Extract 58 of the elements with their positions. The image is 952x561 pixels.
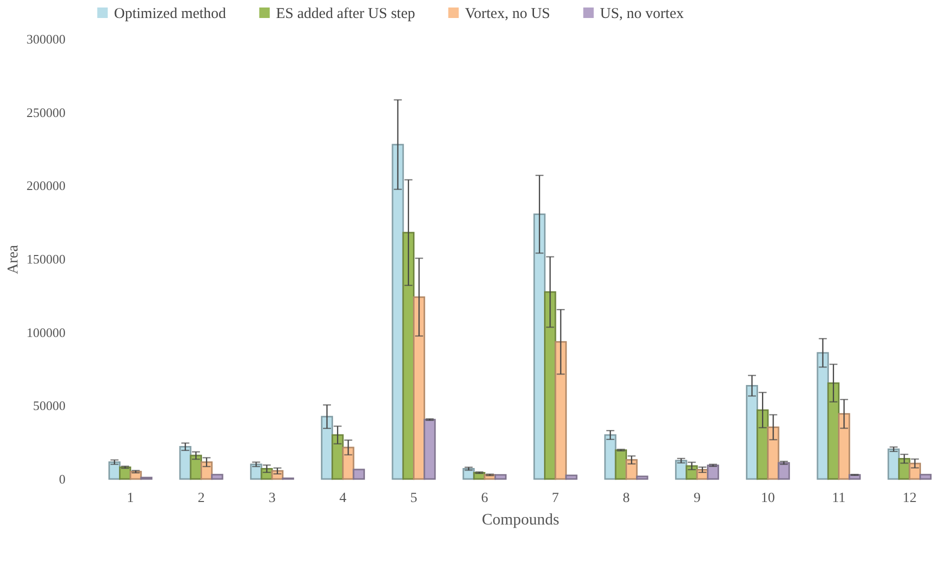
x-tick-label: 5 [410, 491, 418, 506]
bar [604, 434, 616, 480]
y-tick-label: 50000 [33, 398, 66, 414]
bar [778, 462, 790, 480]
legend-label: Vortex, no US [465, 6, 550, 22]
bar [179, 446, 192, 480]
y-tick-label: 250000 [26, 104, 66, 120]
bar [392, 144, 404, 480]
bar [686, 465, 698, 480]
bar [626, 459, 638, 480]
bar [200, 461, 213, 480]
bar [756, 409, 769, 480]
x-axis-title: Compounds [482, 512, 560, 528]
y-tick-label: 100000 [26, 324, 66, 340]
bar [352, 468, 365, 480]
y-tick-label: 200000 [26, 178, 66, 194]
bar [544, 291, 556, 480]
x-tick-label: 1 [126, 491, 134, 506]
x-tick-label: 8 [622, 491, 630, 506]
bar [211, 474, 224, 480]
bar [533, 214, 546, 480]
x-tick-label: 10 [760, 491, 775, 506]
bar [332, 434, 344, 480]
x-tick-label: 9 [694, 491, 701, 506]
legend-label: Optimized method [114, 6, 227, 22]
bar [706, 464, 720, 480]
x-tick-label: 2 [198, 491, 205, 506]
bar [424, 418, 436, 480]
bar [342, 446, 354, 480]
bar [636, 476, 648, 480]
y-tick-label: 0 [59, 472, 66, 486]
legend-label: US, no vortex [600, 6, 684, 22]
bar [614, 449, 627, 480]
bar [908, 462, 921, 480]
bar [838, 413, 850, 480]
y-tick-label: 300000 [26, 32, 66, 46]
bar [816, 352, 829, 480]
x-tick-label: 6 [481, 491, 488, 506]
bar [898, 458, 910, 480]
bar [320, 416, 334, 480]
bar [250, 464, 262, 480]
legend-label: ES added after US step [276, 6, 416, 22]
x-tick-label: 7 [552, 491, 559, 506]
bar [494, 474, 507, 480]
x-tick-label: 3 [268, 491, 276, 506]
bar [767, 426, 780, 480]
bar [402, 232, 414, 480]
y-axis-title: Area [6, 244, 22, 274]
x-tick-label: 12 [902, 491, 917, 506]
bar [554, 341, 567, 480]
bar [919, 474, 932, 480]
y-tick-label: 150000 [26, 252, 66, 266]
bar [565, 474, 578, 480]
bar [413, 296, 426, 480]
x-tick-label: 11 [832, 491, 846, 506]
x-tick-label: 4 [339, 491, 346, 506]
bar [827, 382, 840, 480]
bar [746, 384, 758, 480]
